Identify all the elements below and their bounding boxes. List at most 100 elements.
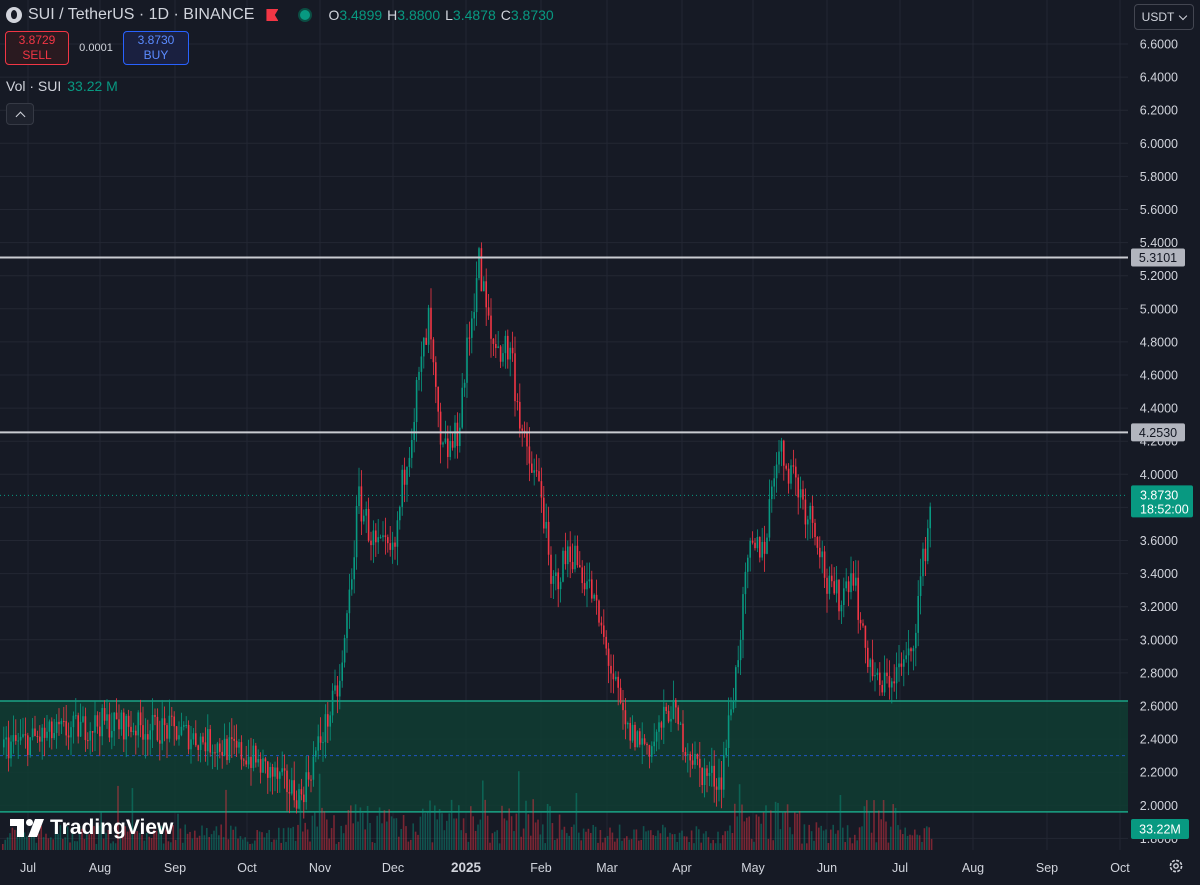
time-tick-label: Mar xyxy=(596,861,618,875)
volume-bar xyxy=(477,824,479,850)
volume-bar xyxy=(460,830,462,850)
volume-bar xyxy=(918,835,921,850)
volume-bar xyxy=(9,833,11,850)
candle-body xyxy=(910,648,912,652)
candle-body xyxy=(468,337,471,339)
candle-body xyxy=(838,579,840,612)
volume-tag xyxy=(1131,819,1189,839)
candle-body xyxy=(389,543,391,550)
candle-body xyxy=(79,721,82,737)
volume-bar xyxy=(722,835,724,850)
volume-bar xyxy=(575,793,578,850)
time-tick-label: Aug xyxy=(962,861,984,875)
volume-bar xyxy=(688,842,690,850)
candle-body xyxy=(492,338,495,344)
candle-body xyxy=(922,548,924,577)
candle-body xyxy=(60,721,63,725)
candle-body xyxy=(216,743,219,754)
candle-body xyxy=(893,681,895,684)
candle-body xyxy=(281,768,283,773)
volume-bar xyxy=(290,828,292,850)
collapse-legend-button[interactable] xyxy=(6,103,34,125)
candle-body xyxy=(288,792,291,794)
volume-bar xyxy=(736,816,738,850)
volume-bar xyxy=(762,812,765,850)
volume-bar xyxy=(388,809,390,850)
candle-body xyxy=(850,573,852,593)
candle-body xyxy=(67,735,70,738)
volume-bar xyxy=(38,833,40,850)
volume-bar xyxy=(218,835,220,850)
candle-body xyxy=(787,468,790,484)
candle-body xyxy=(106,714,108,721)
volume-bar xyxy=(165,829,167,850)
candle-body xyxy=(653,741,655,747)
candle-body xyxy=(382,535,384,538)
flag-icon[interactable] xyxy=(266,9,279,21)
volume-bar xyxy=(362,812,364,850)
price-axis[interactable] xyxy=(1128,0,1200,885)
volume-bar xyxy=(551,823,554,850)
currency-select[interactable]: USDT xyxy=(1134,4,1194,30)
volume-bar xyxy=(786,804,789,850)
volume-bar xyxy=(856,840,858,850)
gear-icon[interactable] xyxy=(1168,858,1184,874)
time-tick-label: Sep xyxy=(164,861,186,875)
buy-button[interactable]: 3.8730 BUY xyxy=(123,31,189,65)
candle-body xyxy=(663,706,665,728)
volume-bar xyxy=(590,832,592,850)
candle-body xyxy=(891,681,893,688)
volume-bar xyxy=(755,814,758,850)
volume-bar xyxy=(774,801,777,850)
volume-bar xyxy=(868,810,870,850)
symbol-title[interactable]: SUI / TetherUS · 1D · BINANCE xyxy=(28,6,255,23)
candle-body xyxy=(339,680,341,697)
candle-body xyxy=(636,731,639,748)
candle-body xyxy=(831,575,833,582)
volume-bar xyxy=(496,830,498,850)
volume-legend[interactable]: Vol · SUI 33.22 M xyxy=(6,78,118,94)
candle-body xyxy=(862,623,864,626)
volume-bar xyxy=(681,830,683,850)
candle-body xyxy=(144,734,147,740)
volume-bar xyxy=(659,833,662,850)
candle-body xyxy=(811,505,814,523)
volume-bar xyxy=(479,819,482,850)
volume-bar xyxy=(278,827,280,850)
price-tick-label: 5.6000 xyxy=(1140,203,1178,217)
sell-button[interactable]: 3.8729 SELL xyxy=(5,31,69,65)
candle-body xyxy=(211,752,214,754)
volume-bar xyxy=(256,830,258,850)
volume-bar xyxy=(438,809,441,850)
candle-body xyxy=(804,499,807,525)
volume-bar xyxy=(98,825,100,850)
candle-body xyxy=(264,758,267,762)
candle-body xyxy=(372,530,375,546)
candle-body xyxy=(315,750,317,757)
volume-label: Vol · SUI xyxy=(6,78,62,94)
candle-body xyxy=(696,753,699,759)
candle-body xyxy=(792,465,795,467)
line-price-label-1: 5.3101 xyxy=(1139,251,1177,265)
volume-bar xyxy=(825,829,827,850)
candle-body xyxy=(732,700,735,710)
volume-bar xyxy=(652,835,654,850)
candle-body xyxy=(607,648,610,666)
volume-bar xyxy=(119,839,122,850)
volume-bar xyxy=(225,789,227,850)
volume-bar xyxy=(508,808,510,850)
candle-body xyxy=(471,318,473,338)
candle-body xyxy=(363,515,365,522)
price-tick-label: 2.0000 xyxy=(1140,799,1178,813)
volume-bar xyxy=(525,800,527,850)
volume-bar xyxy=(882,800,885,850)
candle-body xyxy=(115,712,118,720)
volume-bar xyxy=(146,832,148,850)
volume-bar xyxy=(426,810,429,850)
volume-bar xyxy=(196,837,198,850)
candle-body xyxy=(895,667,898,684)
volume-bar xyxy=(282,828,285,850)
time-axis[interactable] xyxy=(0,850,1128,885)
volume-bar xyxy=(616,838,618,850)
